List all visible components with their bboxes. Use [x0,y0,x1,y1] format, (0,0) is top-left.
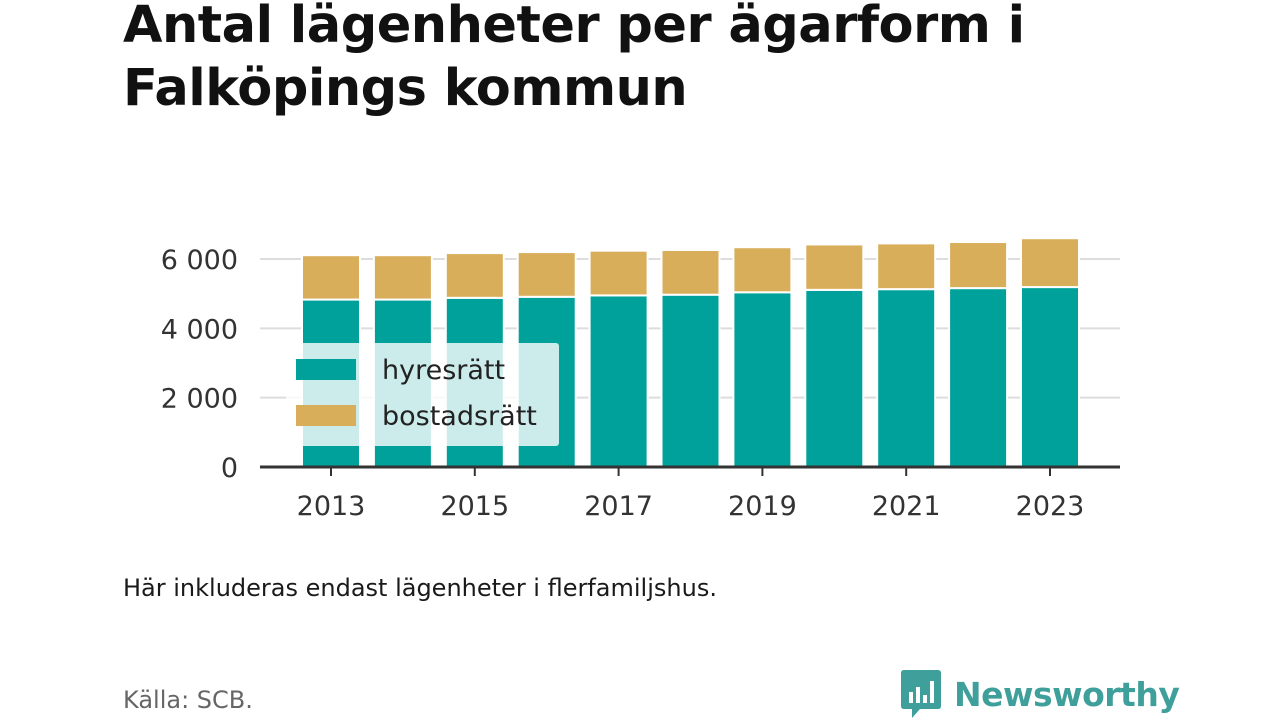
brand-name: Newsworthy [954,674,1180,714]
x-tick-label: 2013 [297,491,366,522]
y-tick-label: 6 000 [161,245,238,276]
bar-bostadsratt-2023 [1020,237,1080,289]
x-tick-label: 2019 [728,491,797,522]
legend-label-hyresratt: hyresrätt [382,355,505,386]
y-axis-tick-labels: 0 2 000 4 000 6 000 [161,245,238,484]
chart-title: Antal lägenheter per ägarform i Falköpin… [123,0,1025,118]
bar-hyresratt-2017 [588,294,649,468]
bar-hyresratt-2023 [1020,286,1080,468]
bar-bostadsratt-2022 [948,241,1009,290]
bar-bostadsratt-2015 [444,252,505,299]
x-axis [260,465,1120,476]
x-tick-label: 2015 [440,491,509,522]
bar-hyresratt-2020 [804,288,865,468]
y-tick-label: 0 [221,453,238,484]
bar-bostadsratt-2014 [372,254,433,301]
bar-bostadsratt-2013 [301,254,361,301]
bar-bostadsratt-2016 [516,251,577,298]
bar-bostadsratt-2018 [660,248,721,296]
x-tick-label: 2017 [584,491,653,522]
bar-hyresratt-2019 [732,291,793,468]
chart-note: Här inkluderas endast lägenheter i flerf… [123,574,717,602]
x-tick-label: 2023 [1016,491,1085,522]
y-tick-label: 4 000 [161,314,238,345]
bar-bostadsratt-2019 [732,246,793,294]
newsworthy-bar-chart-icon [901,670,941,718]
bar-hyresratt-2018 [660,293,721,468]
bar-bostadsratt-2017 [588,249,649,297]
bar-hyresratt-2021 [876,288,937,468]
x-tick-label: 2021 [872,491,941,522]
bar-bostadsratt-2021 [876,242,937,291]
source-credit: Källa: SCB. [123,686,253,714]
bar-hyresratt-2022 [948,287,1009,468]
legend-swatch-bostadsratt [296,405,356,426]
legend-swatch-hyresratt [296,359,356,380]
x-axis-tick-labels: 2013 2015 2017 2019 2021 2023 [297,491,1085,522]
y-tick-label: 2 000 [161,384,238,415]
legend: hyresrätt bostadsrätt [286,343,559,446]
legend-label-bostadsratt: bostadsrätt [382,401,537,432]
bar-bostadsratt-2020 [804,243,865,291]
newsworthy-logo: Newsworthy [900,668,1180,720]
